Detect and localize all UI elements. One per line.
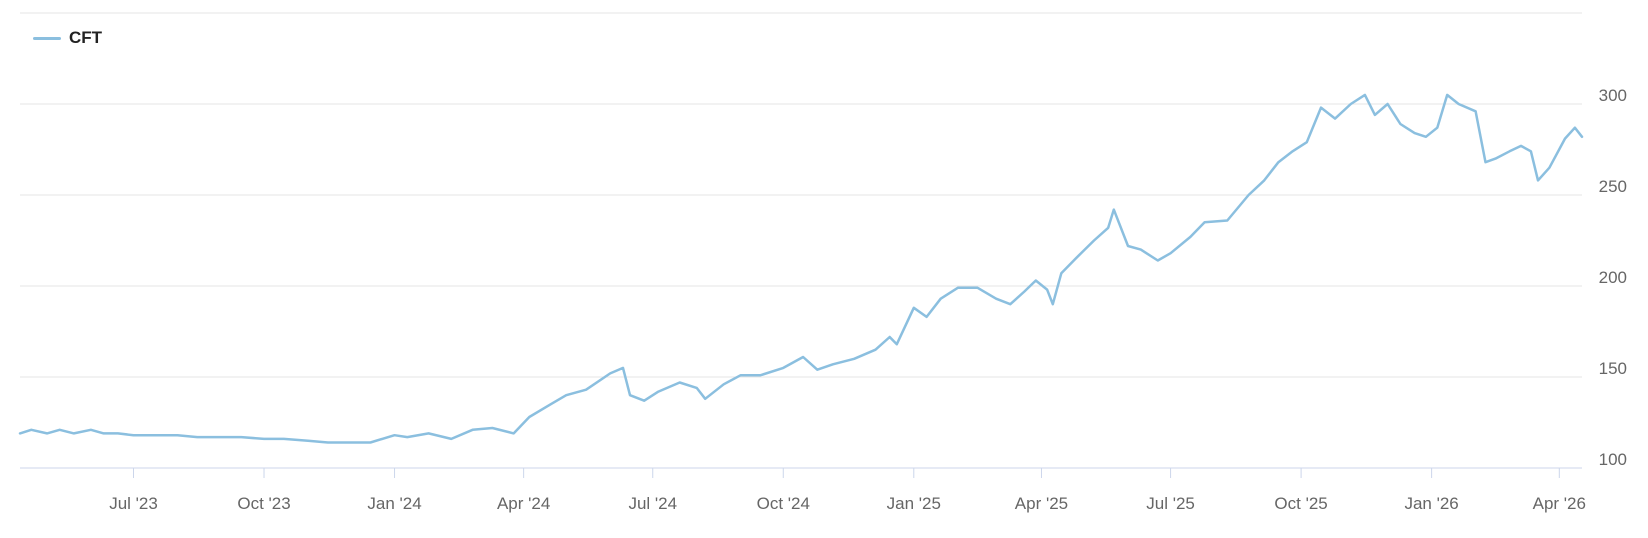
x-tick-label-jan-26: Jan '26 (1404, 494, 1458, 513)
y-tick-label-300: 300 (1599, 86, 1627, 105)
x-tick-label-oct-25: Oct '25 (1274, 494, 1327, 513)
x-tick-label-jul-25: Jul '25 (1146, 494, 1195, 513)
legend-label-cft: CFT (69, 28, 103, 47)
y-axis: 100 150 200 250 300 (1599, 86, 1627, 469)
x-axis: Jul '23 Oct '23 Jan '24 Apr '24 Jul '24 Oct '… (20, 467, 1586, 513)
y-tick-label-200: 200 (1599, 268, 1627, 287)
y-tick-label-150: 150 (1599, 359, 1627, 378)
x-tick-label-jul-24: Jul '24 (628, 494, 677, 513)
x-tick-label-jan-25: Jan '25 (887, 494, 941, 513)
gridlines (20, 12, 1582, 378)
x-tick-label-apr-26: Apr '26 (1533, 494, 1586, 513)
legend[interactable]: CFT (33, 28, 102, 48)
x-tick-label-oct-24: Oct '24 (757, 494, 810, 513)
x-tick-label-jan-24: Jan '24 (367, 494, 421, 513)
x-tick-label-jul-23: Jul '23 (109, 494, 158, 513)
y-tick-label-250: 250 (1599, 177, 1627, 196)
x-tick-label-apr-24: Apr '24 (497, 494, 550, 513)
series-layer (18, 93, 1584, 444)
y-tick-label-100: 100 (1599, 450, 1627, 469)
series-line-cft[interactable] (18, 93, 1584, 444)
legend-swatch (33, 36, 61, 40)
x-tick-label-apr-25: Apr '25 (1015, 494, 1068, 513)
x-tick-label-oct-23: Oct '23 (237, 494, 290, 513)
